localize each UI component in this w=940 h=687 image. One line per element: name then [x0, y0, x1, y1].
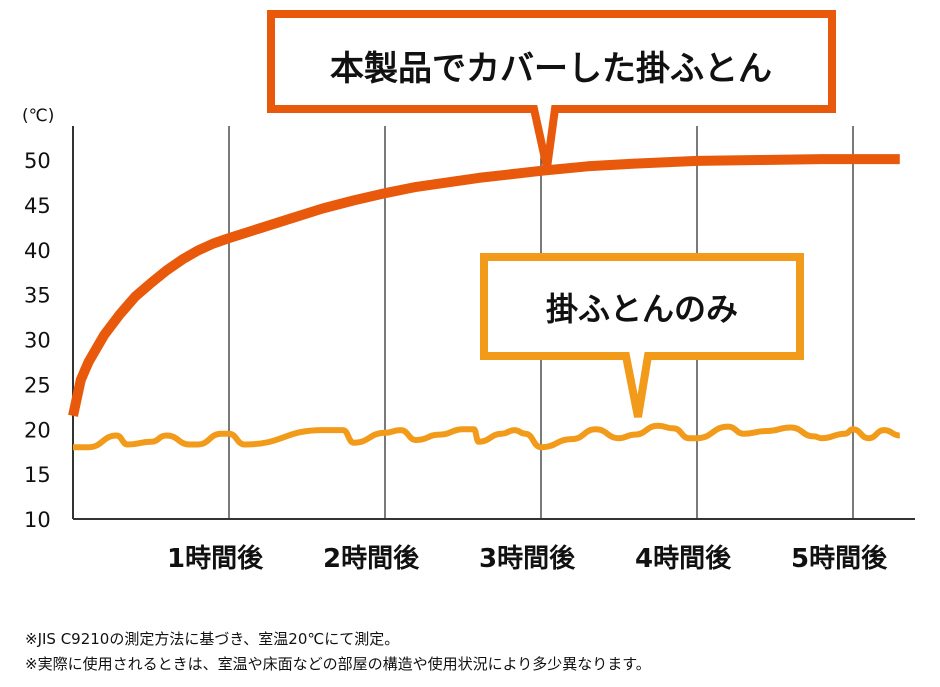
- y-tick-40: 40: [24, 239, 51, 263]
- callout-covered-label: 本製品でカバーした掛ふとん: [330, 49, 772, 89]
- series-lines: [68, 154, 901, 451]
- x-tick-2: 2時間後: [323, 543, 420, 574]
- callout-only: 掛ふとんのみ: [480, 253, 804, 418]
- temperature-chart: (℃) 50 45 40 35 30 25 20 15 10 1時間後 2時間後 3時間後 4時間後 5…: [22, 10, 915, 574]
- callout-covered: 本製品でカバーした掛ふとん: [267, 10, 836, 169]
- y-tick-35: 35: [24, 284, 51, 308]
- y-axis-unit: (℃): [22, 106, 54, 126]
- axes: [72, 126, 915, 520]
- footnote-2: ※実際に使用されるときは、室温や床面などの部屋の構造や使用状況により多少異なりま…: [25, 655, 651, 673]
- series-line-covered: [68, 154, 900, 417]
- y-tick-30: 30: [24, 329, 51, 353]
- y-tick-45: 45: [24, 194, 51, 218]
- x-tick-labels: 1時間後 2時間後 3時間後 4時間後 5時間後: [167, 543, 888, 574]
- series-line-only: [73, 422, 901, 451]
- x-tick-4: 4時間後: [635, 543, 732, 574]
- x-tick-5: 5時間後: [791, 543, 888, 574]
- y-tick-50: 50: [24, 149, 51, 173]
- x-tick-1: 1時間後: [167, 543, 264, 574]
- callout-only-label: 掛ふとんのみ: [546, 290, 738, 328]
- callout-only-box: [480, 253, 804, 418]
- y-tick-15: 15: [24, 463, 51, 487]
- x-tick-3: 3時間後: [479, 543, 576, 574]
- y-tick-labels: 50 45 40 35 30 25 20 15 10: [24, 149, 51, 532]
- footnote-1: ※JIS C9210の測定方法に基づき、室温20℃にて測定。: [25, 630, 400, 648]
- y-tick-20: 20: [24, 418, 51, 442]
- callout-covered-box: [267, 10, 836, 169]
- y-tick-10: 10: [24, 508, 51, 532]
- y-tick-25: 25: [24, 373, 51, 397]
